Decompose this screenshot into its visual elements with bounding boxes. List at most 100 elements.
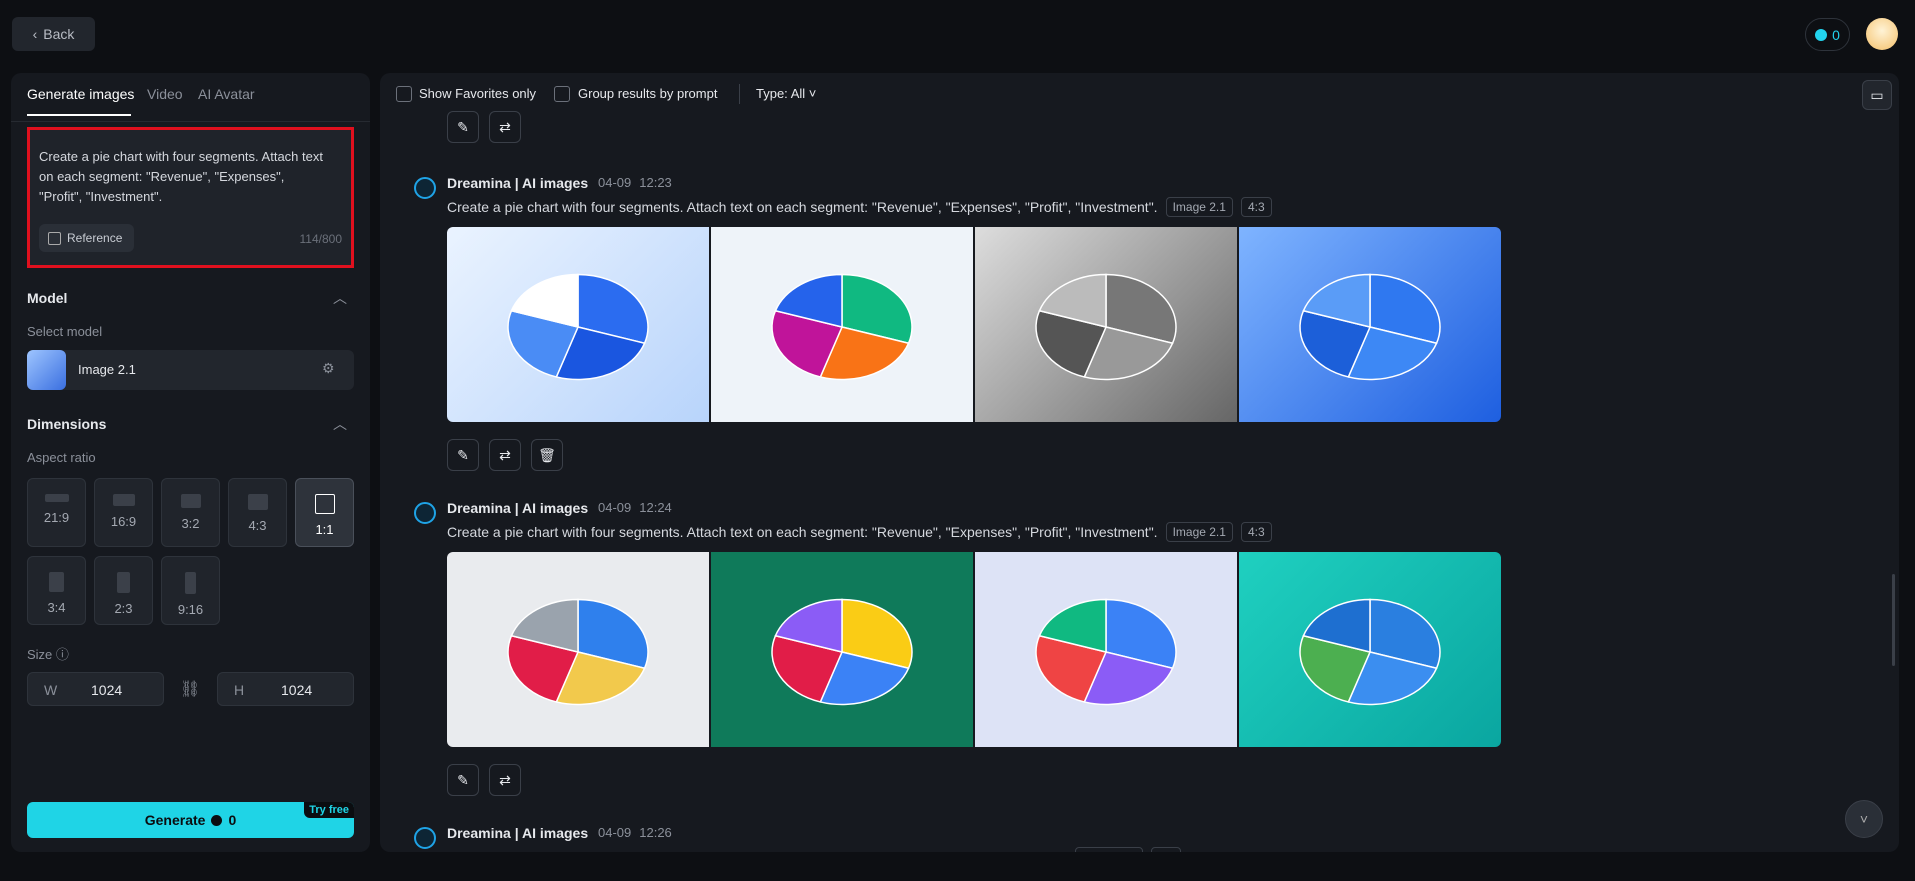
- height-input[interactable]: H 1024: [217, 672, 354, 706]
- ratio-label: 21:9: [43, 510, 70, 525]
- pie-slice: [507, 634, 580, 703]
- back-button[interactable]: ‹ Back: [12, 17, 95, 51]
- generated-image[interactable]: [447, 552, 709, 747]
- generated-image[interactable]: [1239, 227, 1501, 422]
- ratio-option[interactable]: 21:9: [27, 478, 86, 547]
- delete-icon[interactable]: 🗑: [531, 439, 563, 471]
- ratio-option[interactable]: 1:1: [295, 478, 354, 547]
- timestamp: 04-09 12:24: [598, 500, 672, 515]
- pie-slice: [841, 273, 913, 345]
- pie-slice: [1369, 273, 1441, 345]
- pie-slice: [555, 651, 646, 706]
- input-label: W: [44, 682, 58, 698]
- results-panel: Show Favorites only Group results by pro…: [380, 73, 1899, 852]
- pie-slice: [841, 598, 913, 670]
- tab[interactable]: AI Avatar: [198, 86, 255, 102]
- chevron[interactable]: ︿: [333, 290, 347, 306]
- type-filter[interactable]: Type: All ˅: [756, 86, 817, 101]
- section-heading: Model: [27, 290, 68, 306]
- prompt-box[interactable]: Create a pie chart with four segments. A…: [27, 127, 354, 268]
- generated-image[interactable]: [1239, 552, 1501, 747]
- checkbox[interactable]: [554, 86, 570, 102]
- scrollbar: [1892, 574, 1895, 666]
- edit-icon[interactable]: ✎: [447, 764, 479, 796]
- field-label: Select model: [27, 324, 103, 339]
- bot-avatar: [414, 502, 436, 524]
- credits[interactable]: 0: [1805, 18, 1850, 51]
- time: 12:23: [639, 175, 672, 190]
- separator: [739, 84, 740, 104]
- prompt-text: Create a pie chart with four segments. A…: [447, 199, 1158, 215]
- folder-icon[interactable]: ▭: [1862, 80, 1892, 110]
- edit-icon[interactable]: ✎: [447, 111, 479, 143]
- ratio-label: 4:3: [248, 518, 267, 533]
- action-row: ✎ ⇄ 🗑: [447, 439, 563, 471]
- ratio-shape: [112, 494, 135, 506]
- pie-slice: [771, 309, 844, 378]
- ratio-label: 3:4: [47, 600, 66, 615]
- link-icon[interactable]: ⛓: [180, 681, 201, 698]
- scroll-down-button[interactable]: ˅: [1845, 800, 1883, 838]
- generated-image[interactable]: [447, 227, 709, 422]
- generated-image[interactable]: [975, 552, 1237, 747]
- tab[interactable]: Generate images: [27, 86, 135, 102]
- ratio-shape: [180, 494, 201, 508]
- model-tag: Image 2.1: [1075, 847, 1143, 852]
- generated-image[interactable]: [975, 227, 1237, 422]
- timestamp: 04-09 12:26: [598, 825, 672, 840]
- pie-slice: [507, 309, 580, 378]
- ratio-option[interactable]: 2:3: [94, 556, 153, 625]
- divider: [11, 121, 370, 122]
- ratio-option[interactable]: 16:9: [94, 478, 153, 547]
- author: Dreamina | AI images: [447, 175, 589, 191]
- model-tag: Image 2.1: [1165, 197, 1233, 217]
- pie-slice: [1299, 634, 1372, 703]
- generate-button[interactable]: Generate 0 Try free: [27, 802, 354, 838]
- image-art: [507, 273, 649, 381]
- regenerate-icon[interactable]: ⇄: [489, 764, 521, 796]
- pie-slice: [1035, 634, 1108, 703]
- field-label: Aspect ratio: [27, 450, 96, 465]
- pie-slice: [1038, 598, 1107, 653]
- regenerate-icon[interactable]: ⇄: [489, 111, 521, 143]
- generated-image[interactable]: [711, 552, 973, 747]
- filter-label: Group results by prompt: [578, 86, 718, 101]
- ratio-option[interactable]: 4:3: [228, 478, 287, 547]
- ratio-option[interactable]: 9:16: [161, 556, 220, 625]
- model-select[interactable]: Image 2.1 ⚙: [27, 350, 354, 390]
- edit-icon[interactable]: ✎: [447, 439, 479, 471]
- prompt-row: Create a pie chart with four segments. A…: [447, 522, 1272, 542]
- ratio-option[interactable]: 3:2: [161, 478, 220, 547]
- ratio-shape: [185, 572, 196, 594]
- tab[interactable]: Video: [147, 86, 183, 102]
- generated-image[interactable]: [711, 227, 973, 422]
- timestamp: 04-09 12:23: [598, 175, 672, 190]
- pie-slice: [1302, 598, 1371, 653]
- pie-slice: [774, 598, 843, 653]
- ratio-tag: 4:3: [1240, 197, 1272, 217]
- model-thumb: [27, 350, 66, 390]
- regenerate-icon[interactable]: ⇄: [489, 439, 521, 471]
- settings-icon[interactable]: ⚙: [322, 360, 335, 376]
- image-art: [1035, 273, 1177, 381]
- prompt-text: Create a pie chart with four segments. A…: [39, 149, 323, 204]
- ratio-shape: [44, 494, 69, 502]
- pie-slice: [819, 651, 910, 706]
- ratio-option[interactable]: 3:4: [27, 556, 86, 625]
- pie-slice: [577, 273, 649, 345]
- pie-slice: [555, 326, 646, 381]
- pie-slice: [1347, 651, 1438, 706]
- action-row: ✎ ⇄: [447, 764, 521, 796]
- chevron[interactable]: ︿: [333, 416, 347, 432]
- prompt-text: Create a pie chart with four segments. A…: [447, 524, 1158, 540]
- ratio-shape: [314, 494, 335, 514]
- generate-label: Generate: [144, 812, 206, 828]
- pie-slice: [1105, 598, 1177, 670]
- model-name: Image 2.1: [78, 362, 136, 377]
- ratio-label: 1:1: [315, 522, 334, 537]
- checkbox[interactable]: [396, 86, 412, 102]
- avatar[interactable]: [1866, 18, 1898, 50]
- width-input[interactable]: W 1024: [27, 672, 164, 706]
- reference-button[interactable]: Reference: [39, 224, 134, 252]
